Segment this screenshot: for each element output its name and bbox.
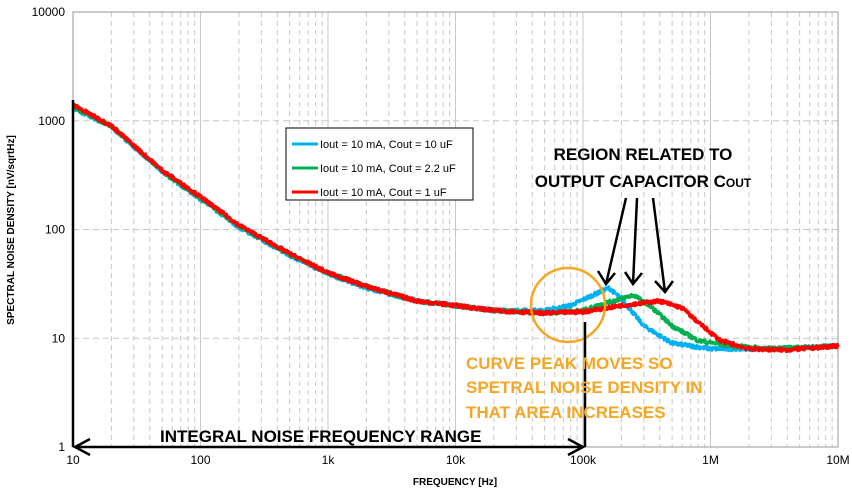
y-tick-label: 1 [58, 440, 65, 454]
y-tick-label: 100 [45, 223, 65, 237]
x-tick-label: 10M [826, 453, 849, 467]
arrow-1 [596, 197, 628, 287]
y-tick-label: 10 [52, 331, 66, 345]
y-tick-label: 1000 [38, 114, 65, 128]
y-axis-label: SPECTRAL NOISE DENSITY [nV/sqrtHz] [6, 135, 17, 325]
region-label-2: OUTPUT CAPACITOR COUT [535, 172, 752, 191]
series-line [71, 102, 840, 354]
arrows [71, 100, 675, 457]
x-tick-label: 100k [570, 453, 597, 467]
range-label: INTEGRAL NOISE FREQUENCY RANGE [160, 427, 481, 446]
x-tick-label: 1M [702, 453, 719, 467]
legend-label: Iout = 10 mA, Cout = 10 uF [320, 139, 453, 151]
x-tick-label: 10k [446, 453, 466, 467]
arrow-2 [623, 197, 643, 287]
legend-label: Iout = 10 mA, Cout = 2.2 uF [320, 163, 456, 175]
y-tick-label: 10000 [32, 5, 66, 19]
series-group [71, 102, 840, 354]
peak-label-1: CURVE PEAK MOVES SO [466, 354, 673, 373]
x-tick-label: 100 [190, 453, 210, 467]
annotations: REGION RELATED TO OUTPUT CAPACITOR COUT … [71, 100, 752, 457]
legend: Iout = 10 mA, Cout = 10 uF Iout = 10 mA, … [285, 127, 474, 201]
peak-label-3: THAT AREA INCREASES [466, 403, 666, 422]
x-axis-label: FREQUENCY [Hz] [413, 477, 497, 488]
peak-circle [529, 266, 607, 344]
x-tick-label: 10 [66, 453, 80, 467]
legend-label: Iout = 10 mA, Cout = 1 uF [320, 187, 447, 199]
legend-box [285, 127, 474, 201]
region-label-1: REGION RELATED TO [554, 145, 733, 164]
arrow-3 [651, 197, 675, 294]
range-double-arrow [72, 437, 586, 457]
grid [72, 11, 838, 448]
peak-label-2: SPETRAL NOISE DENSITY IN [466, 378, 702, 397]
x-tick-label: 1k [322, 453, 336, 467]
